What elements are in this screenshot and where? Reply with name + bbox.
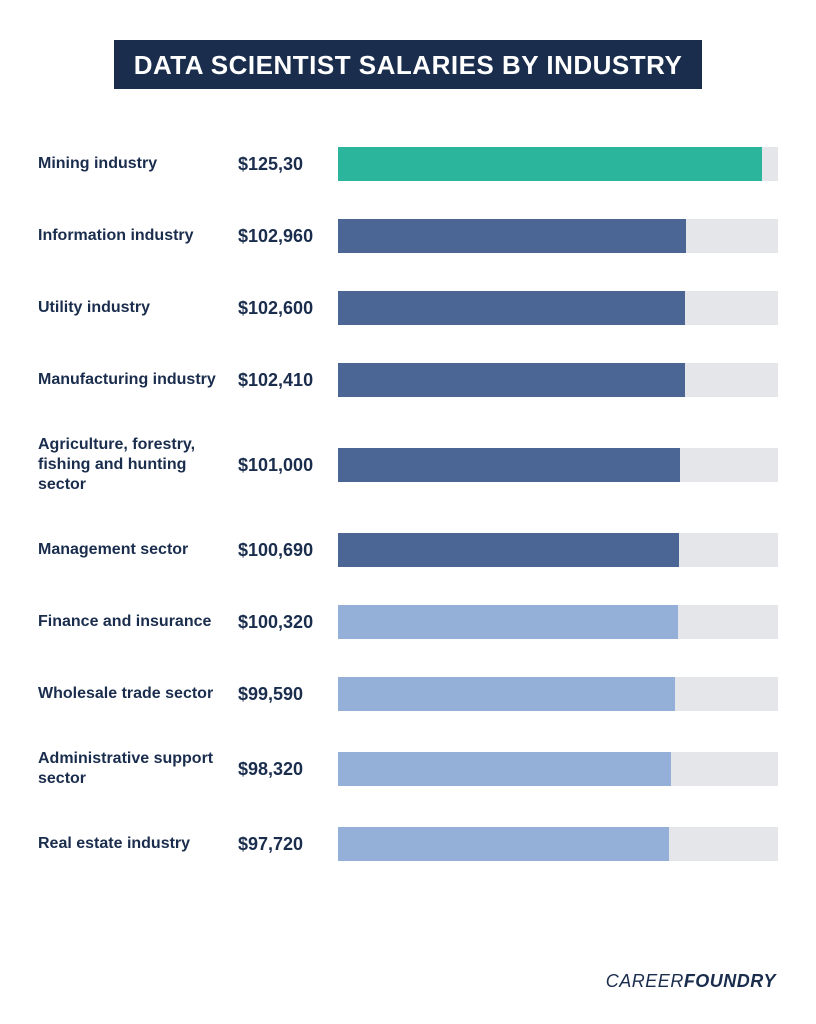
chart-row: Mining industry$125,30 xyxy=(38,147,778,181)
bar-label: Management sector xyxy=(38,540,238,560)
bar-fill xyxy=(338,291,685,325)
bar-value: $102,410 xyxy=(238,370,338,391)
bar-track xyxy=(338,291,778,325)
bar-label: Administrative support sector xyxy=(38,749,238,789)
bar-label: Manufacturing industry xyxy=(38,370,238,390)
chart-row: Finance and insurance$100,320 xyxy=(38,605,778,639)
bar-value: $98,320 xyxy=(238,759,338,780)
bar-track xyxy=(338,605,778,639)
bar-label: Agriculture, forestry, fishing and hunti… xyxy=(38,435,238,495)
chart-row: Agriculture, forestry, fishing and hunti… xyxy=(38,435,778,495)
bar-fill xyxy=(338,827,669,861)
bar-track xyxy=(338,533,778,567)
chart-row: Utility industry$102,600 xyxy=(38,291,778,325)
brand-text-bold: FOUNDRY xyxy=(684,971,776,991)
bar-fill xyxy=(338,219,686,253)
bar-track xyxy=(338,752,778,786)
bar-track xyxy=(338,147,778,181)
bar-value: $101,000 xyxy=(238,455,338,476)
bar-label: Finance and insurance xyxy=(38,612,238,632)
bar-fill xyxy=(338,363,685,397)
bar-fill xyxy=(338,677,675,711)
bar-value: $100,690 xyxy=(238,540,338,561)
chart-row: Management sector$100,690 xyxy=(38,533,778,567)
bar-value: $99,590 xyxy=(238,684,338,705)
chart-title: DATA SCIENTIST SALARIES BY INDUSTRY xyxy=(114,40,703,89)
bar-track xyxy=(338,448,778,482)
chart-row: Real estate industry$97,720 xyxy=(38,827,778,861)
bar-value: $97,720 xyxy=(238,834,338,855)
bar-fill xyxy=(338,448,680,482)
chart-row: Administrative support sector$98,320 xyxy=(38,749,778,789)
bar-value: $102,960 xyxy=(238,226,338,247)
title-container: DATA SCIENTIST SALARIES BY INDUSTRY xyxy=(28,40,788,89)
bar-label: Mining industry xyxy=(38,154,238,174)
bar-track xyxy=(338,827,778,861)
chart-row: Wholesale trade sector$99,590 xyxy=(38,677,778,711)
brand-logo: CAREERFOUNDRY xyxy=(606,971,776,992)
bar-label: Real estate industry xyxy=(38,834,238,854)
bar-value: $102,600 xyxy=(238,298,338,319)
bar-value: $100,320 xyxy=(238,612,338,633)
chart-row: Information industry$102,960 xyxy=(38,219,778,253)
bar-label: Wholesale trade sector xyxy=(38,684,238,704)
bar-fill xyxy=(338,752,671,786)
bar-track xyxy=(338,363,778,397)
bar-fill xyxy=(338,533,679,567)
bar-value: $125,30 xyxy=(238,154,338,175)
bar-track xyxy=(338,219,778,253)
bar-fill xyxy=(338,147,762,181)
bar-label: Information industry xyxy=(38,226,238,246)
bar-fill xyxy=(338,605,678,639)
bar-label: Utility industry xyxy=(38,298,238,318)
salary-bar-chart: Mining industry$125,30 Information indust… xyxy=(28,147,788,861)
bar-track xyxy=(338,677,778,711)
brand-text-light: CAREER xyxy=(606,971,684,991)
chart-row: Manufacturing industry$102,410 xyxy=(38,363,778,397)
